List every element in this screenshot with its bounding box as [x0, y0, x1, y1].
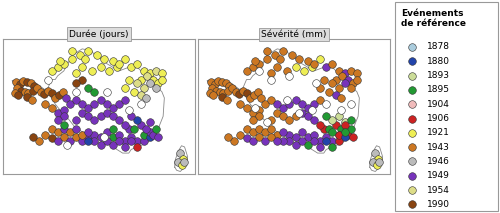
Text: 1943: 1943: [427, 143, 450, 152]
Text: 1946: 1946: [427, 157, 450, 166]
Text: 1878: 1878: [427, 42, 450, 51]
FancyBboxPatch shape: [394, 2, 498, 211]
Polygon shape: [208, 49, 360, 153]
Text: 1880: 1880: [427, 57, 450, 66]
Polygon shape: [370, 146, 382, 171]
Text: 1954: 1954: [427, 186, 450, 195]
Text: 1904: 1904: [427, 100, 450, 109]
Title: Durée (jours): Durée (jours): [69, 29, 128, 39]
Polygon shape: [12, 49, 164, 153]
Title: Sévérité (mm): Sévérité (mm): [261, 30, 326, 39]
Text: 1949: 1949: [427, 171, 450, 180]
Text: 1893: 1893: [427, 71, 450, 80]
Polygon shape: [175, 146, 188, 171]
Text: 1906: 1906: [427, 114, 450, 123]
Text: 1921: 1921: [427, 128, 450, 137]
Text: Evénements
de référence: Evénements de référence: [401, 9, 466, 28]
Text: 1990: 1990: [427, 200, 450, 209]
Text: 1895: 1895: [427, 85, 450, 94]
